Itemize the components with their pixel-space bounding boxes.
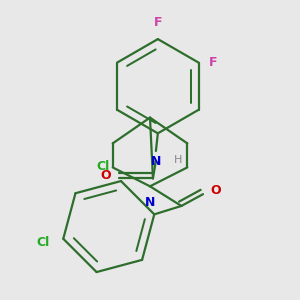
Text: O: O — [211, 184, 221, 197]
Text: O: O — [100, 169, 111, 182]
Text: N: N — [145, 196, 155, 209]
Text: Cl: Cl — [96, 160, 109, 173]
Text: F: F — [208, 56, 217, 69]
Text: F: F — [154, 16, 162, 29]
Text: Cl: Cl — [36, 236, 50, 249]
Text: H: H — [174, 155, 182, 165]
Text: N: N — [151, 155, 161, 168]
